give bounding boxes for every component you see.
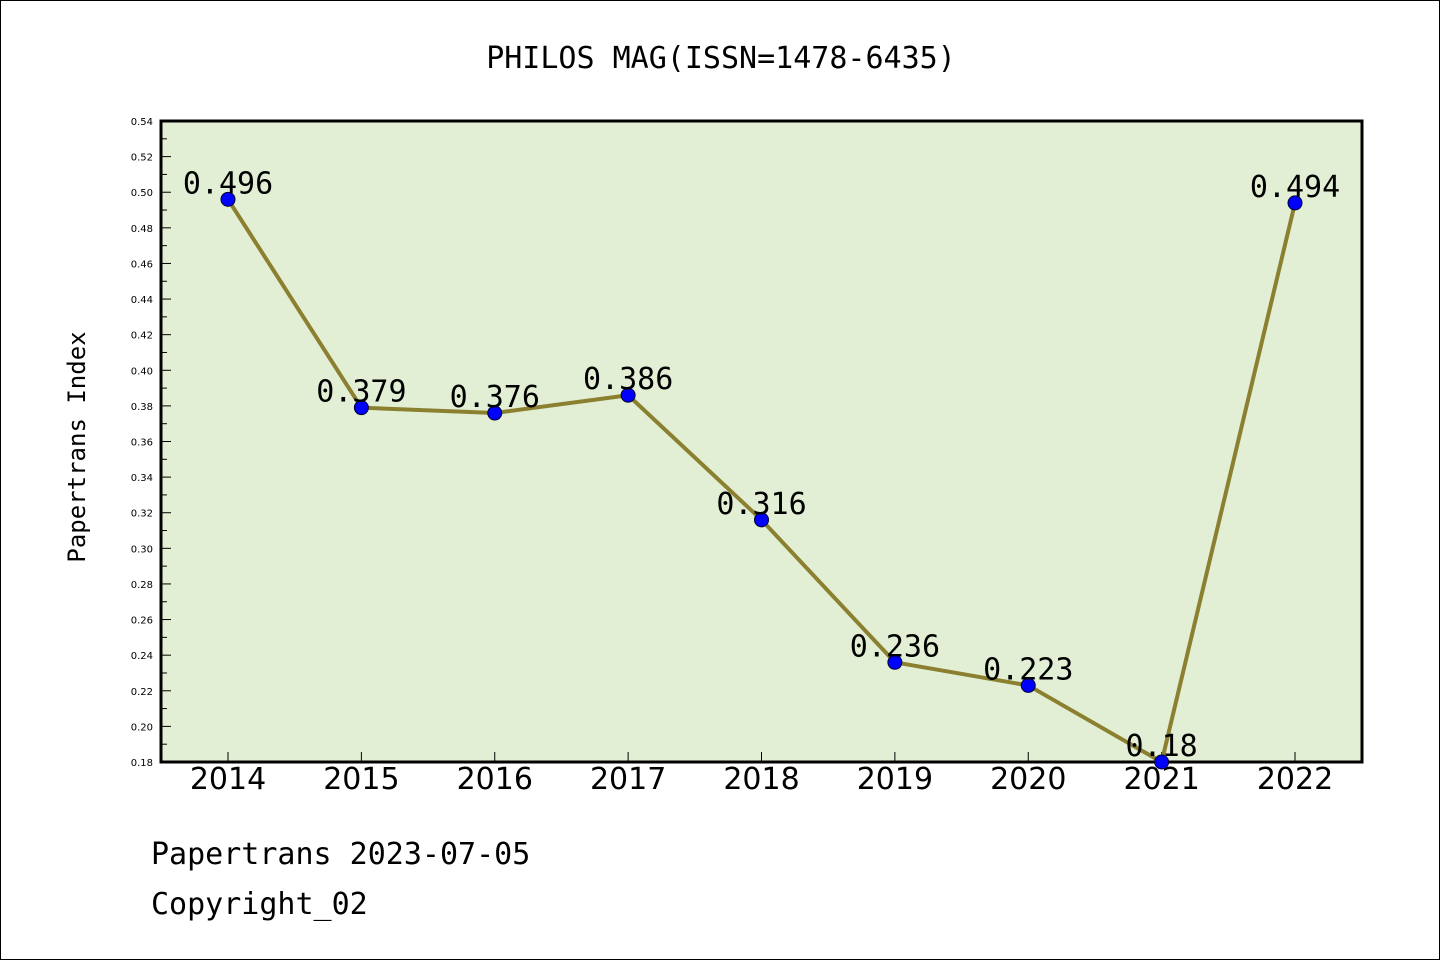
data-label: 0.494 (1250, 170, 1340, 205)
x-tick-label: 2020 (990, 762, 1066, 797)
data-point (754, 512, 769, 528)
x-tick-label: 2015 (323, 762, 399, 797)
series-layer: 0.496 0.379 0.376 0.386 0.316 0.236 0.223 0.18 0… (183, 166, 1340, 770)
y-axis-label: Papertrans Index (63, 331, 91, 562)
data-label: 0.236 (850, 629, 940, 664)
data-point (1020, 677, 1036, 693)
x-tick-label: 2014 (190, 762, 266, 797)
data-label: 0.316 (716, 487, 806, 522)
y-tick-label: 0.30 (131, 544, 153, 555)
data-label: 0.223 (983, 652, 1073, 687)
y-tick-label: 0.40 (131, 366, 153, 377)
y-tick-label: 0.42 (131, 331, 153, 342)
y-tick-label: 0.32 (131, 509, 153, 520)
plot-area (159, 119, 1364, 764)
y-tick-label: 0.50 (131, 188, 153, 199)
x-axis: 2014 2015 2016 2017 2018 2019 2020 2021 2022 (190, 752, 1333, 797)
y-tick-label: 0.22 (131, 687, 153, 698)
y-tick-label: 0.20 (131, 722, 153, 733)
footer-copyright: Copyright_02 (151, 887, 368, 922)
data-label: 0.376 (450, 380, 540, 415)
y-tick-label: 0.34 (131, 473, 153, 484)
x-tick-label: 2016 (457, 762, 533, 797)
y-tick-label: 0.18 (131, 758, 153, 769)
chart-title: PHILOS MAG(ISSN=1478-6435) (486, 41, 956, 76)
data-point (1154, 754, 1170, 770)
data-point (353, 400, 369, 416)
x-tick-label: 2018 (723, 762, 799, 797)
y-tick-label: 0.36 (131, 438, 153, 449)
y-tick-label: 0.26 (131, 616, 153, 627)
data-point (1287, 195, 1303, 211)
data-label: 0.379 (316, 375, 406, 410)
x-tick-label: 2017 (590, 762, 666, 797)
y-axis: 0.18 0.20 0.22 0.24 0.26 0.28 0.30 0.32 0.34 0.36… (131, 117, 171, 769)
y-tick-label: 0.38 (131, 402, 153, 413)
y-tick-label: 0.28 (131, 580, 153, 591)
y-tick-label: 0.46 (131, 259, 153, 270)
footer-date: Papertrans 2023-07-05 (151, 837, 531, 872)
data-point (220, 191, 236, 207)
data-label: 0.18 (1126, 729, 1198, 764)
data-point (887, 654, 903, 670)
data-point (620, 387, 636, 403)
y-tick-label: 0.24 (131, 651, 153, 662)
data-label: 0.496 (183, 166, 273, 201)
y-tick-label: 0.48 (131, 224, 153, 235)
y-tick-label: 0.44 (131, 295, 153, 306)
x-tick-label: 2022 (1257, 762, 1333, 797)
data-point (487, 405, 503, 421)
x-tick-label: 2019 (857, 762, 933, 797)
data-label: 0.386 (583, 362, 673, 397)
y-tick-label: 0.52 (131, 153, 153, 164)
y-tick-label: 0.54 (131, 117, 153, 128)
